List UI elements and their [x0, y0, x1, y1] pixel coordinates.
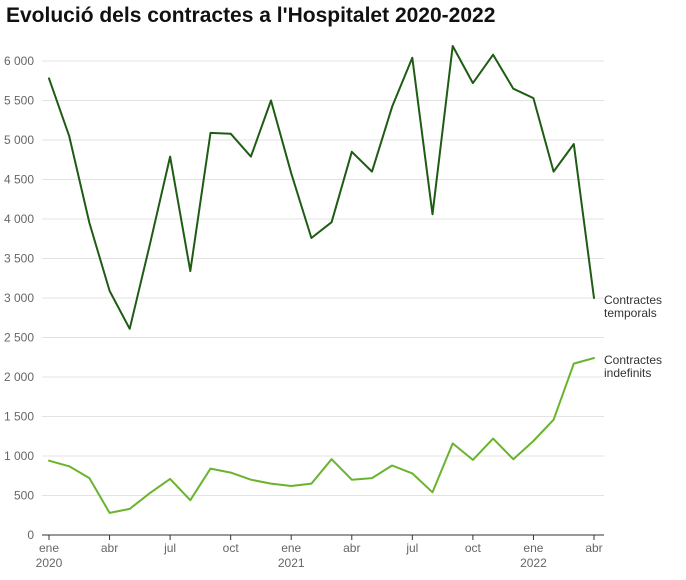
y-tick-label: 3 500 [4, 252, 34, 266]
series-label-line: temporals [604, 306, 657, 320]
y-tick-label: 1 000 [4, 449, 34, 463]
x-tick-year-label: 2022 [520, 556, 547, 570]
series-label-line: Contractes [604, 353, 662, 367]
x-tick-label: ene [281, 541, 301, 555]
x-tick-label: oct [465, 541, 482, 555]
x-tick-label: abr [585, 541, 602, 555]
chart-title: Evolució dels contractes a l'Hospitalet … [6, 4, 496, 27]
series-line-indefinits [48, 357, 595, 514]
y-tick-label: 500 [14, 489, 34, 503]
series-line-temporals [48, 45, 595, 330]
series-label-line: Contractes [604, 293, 662, 307]
y-tick-label: 6 000 [4, 54, 34, 68]
x-tick-label: jul [405, 541, 418, 555]
y-axis-ticks: 0 500 1 000 1 500 2 000 2 500 3 000 3 500 4 000 4… [4, 54, 34, 542]
y-tick-label: 4 000 [4, 212, 34, 226]
y-tick-label: 2 500 [4, 331, 34, 345]
x-tick-label: ene [39, 541, 59, 555]
y-tick-label: 5 500 [4, 94, 34, 108]
series-lines [48, 45, 595, 514]
series-label-line: indefinits [604, 366, 651, 380]
x-tick-year-label: 2021 [278, 556, 305, 570]
x-tick-label: abr [101, 541, 118, 555]
gridlines [42, 60, 604, 536]
y-tick-label: 5 000 [4, 133, 34, 147]
x-tick-label: ene [523, 541, 543, 555]
x-tick-label: abr [343, 541, 360, 555]
x-tick-label: oct [223, 541, 240, 555]
y-tick-label: 2 000 [4, 370, 34, 384]
y-tick-label: 0 [27, 528, 34, 542]
y-tick-label: 4 500 [4, 173, 34, 187]
x-tick-label: jul [163, 541, 176, 555]
y-tick-label: 3 000 [4, 291, 34, 305]
y-tick-label: 1 500 [4, 410, 34, 424]
x-tick-year-label: 2020 [36, 556, 63, 570]
